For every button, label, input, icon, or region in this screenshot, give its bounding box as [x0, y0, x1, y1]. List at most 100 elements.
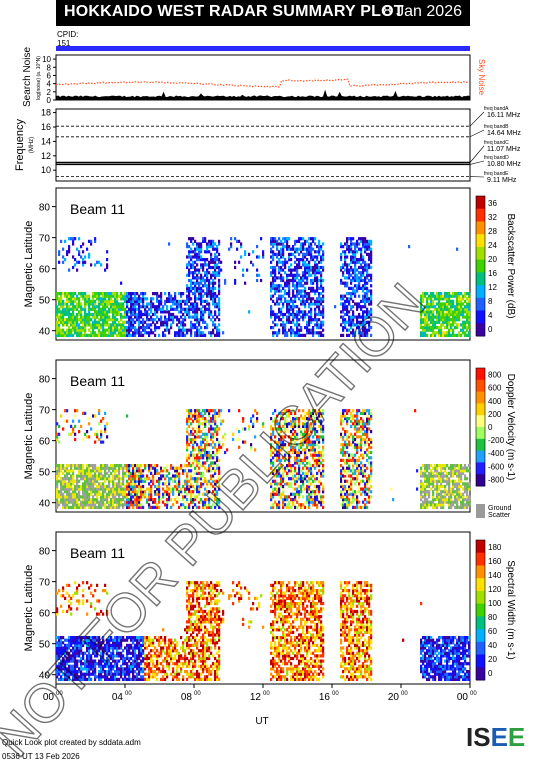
heatmap-cell: [358, 271, 361, 275]
heatmap-cell: [212, 289, 215, 293]
heatmap-cell: [430, 297, 433, 301]
heatmap-cell: [292, 292, 295, 296]
heatmap-cell: [178, 482, 181, 486]
heatmap-cell: [436, 315, 439, 319]
heatmap-cell: [302, 435, 305, 439]
heatmap-cell: [314, 331, 317, 335]
heatmap-cell: [160, 466, 163, 470]
heatmap-cell: [280, 242, 283, 246]
heatmap-cell: [426, 326, 429, 330]
heatmap-cell: [124, 503, 127, 507]
heatmap-cell: [216, 245, 219, 249]
heatmap-cell: [318, 318, 321, 322]
heatmap-cell: [318, 445, 321, 449]
heatmap-cell: [466, 305, 469, 309]
heatmap-cell: [320, 498, 323, 502]
heatmap-cell: [176, 484, 179, 489]
heatmap-cell: [94, 312, 97, 317]
heatmap-cell: [318, 435, 321, 439]
heatmap-cell: [216, 479, 219, 483]
heatmap-cell: [454, 333, 457, 337]
heatmap-cell: [462, 297, 465, 301]
heatmap-cell: [348, 469, 351, 473]
heatmap-cell: [368, 443, 371, 447]
heatmap-cell: [274, 453, 277, 457]
heatmap-cell: [60, 492, 63, 496]
heatmap-cell: [194, 487, 197, 491]
heatmap-cell: [422, 320, 425, 324]
heatmap-cell: [370, 471, 373, 475]
heatmap-cell: [296, 271, 299, 275]
heatmap-cell: [202, 500, 205, 504]
heatmap-cell: [252, 424, 255, 428]
heatmap-cell: [186, 443, 189, 447]
heatmap-cell: [70, 331, 73, 335]
heatmap-cell: [196, 276, 199, 280]
heatmap-cell: [458, 331, 461, 335]
heatmap-cell: [280, 252, 283, 256]
heatmap-cell: [96, 333, 99, 337]
heatmap-cell: [348, 432, 351, 436]
heatmap-cell: [298, 247, 301, 251]
heatmap-cell: [96, 294, 99, 298]
heatmap-cell: [88, 466, 91, 470]
heatmap-cell: [92, 487, 95, 491]
heatmap-cell: [78, 328, 81, 332]
heatmap-cell: [288, 310, 291, 314]
freq-tick-label: 14: [41, 136, 51, 146]
heatmap-cell: [56, 292, 59, 296]
heatmap-cell: [192, 443, 195, 447]
heatmap-cell: [364, 498, 367, 502]
heatmap-cell: [154, 498, 157, 502]
heatmap-cell: [296, 323, 299, 327]
heatmap-cell: [442, 302, 445, 306]
heatmap-cell: [428, 326, 431, 330]
heatmap-cell: [298, 281, 301, 285]
heatmap-cell: [86, 464, 89, 468]
heatmap-cell: [462, 312, 465, 317]
heatmap-cell: [130, 500, 133, 504]
heatmap-cell: [122, 302, 125, 306]
heatmap-cell: [154, 310, 157, 314]
heatmap-cell: [196, 456, 199, 460]
heatmap-cell: [306, 239, 309, 243]
heatmap-cell: [84, 474, 87, 478]
heatmap-cell: [126, 500, 129, 504]
heatmap-cell: [312, 445, 315, 449]
heatmap-cell: [112, 292, 115, 296]
heatmap-cell: [84, 260, 87, 264]
heatmap-cell: [68, 490, 71, 494]
heatmap-cell: [304, 479, 307, 483]
heatmap-cell: [348, 458, 351, 462]
heatmap-cell: [60, 328, 63, 332]
heatmap-cell: [322, 252, 325, 256]
heatmap-cell: [114, 294, 117, 298]
heatmap-cell: [344, 320, 347, 324]
heatmap-cell: [218, 458, 221, 462]
heatmap-cell: [190, 500, 193, 504]
heatmap-cell: [254, 448, 257, 452]
heatmap-cell: [188, 328, 191, 332]
heatmap-cell: [90, 482, 93, 486]
heatmap-cell: [186, 255, 189, 259]
heatmap-cell: [152, 500, 155, 504]
heatmap-cell: [340, 265, 343, 270]
heatmap-cell: [98, 482, 101, 486]
heatmap-cell: [274, 482, 277, 486]
heatmap-cell: [294, 273, 297, 277]
heatmap-cell: [108, 487, 111, 491]
heatmap-cell: [86, 318, 89, 322]
heatmap-cell: [186, 487, 189, 491]
heatmap-cell: [288, 255, 291, 259]
heatmap-cell: [62, 484, 65, 489]
heatmap-cell: [370, 260, 373, 264]
heatmap-cell: [78, 297, 81, 301]
heatmap-cell: [58, 310, 61, 314]
heatmap-cell: [280, 474, 283, 478]
heatmap-cell: [278, 310, 281, 314]
heatmap-cell: [70, 487, 73, 491]
freq-band-value: 16.11 MHz: [487, 112, 521, 119]
heatmap-cell: [100, 464, 103, 468]
heatmap-cell: [282, 331, 285, 335]
heatmap-cell: [208, 292, 211, 296]
